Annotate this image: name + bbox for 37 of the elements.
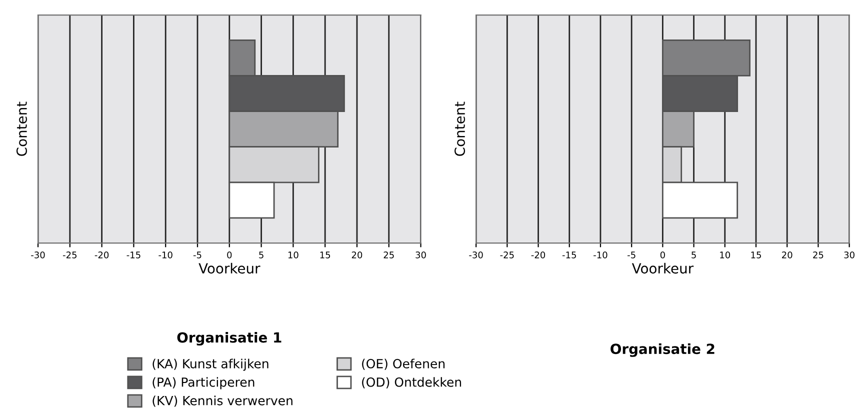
x-tick-label: 0 [660, 252, 665, 258]
x-tick-label: 15 [751, 252, 761, 258]
x-tick-label: -25 [500, 252, 514, 258]
y-axis-title: Content [454, 102, 466, 156]
x-axis-title: Voorkeur [198, 262, 260, 274]
x-tick-label: 15 [320, 252, 330, 258]
x-tick-label: -30 [469, 252, 483, 258]
x-tick-label: 10 [720, 252, 730, 258]
x-tick-label: 30 [416, 252, 426, 258]
text: Organisatie 1 [177, 332, 282, 346]
x-tick-label: 5 [259, 252, 264, 258]
x-tick-label: 0 [227, 252, 232, 258]
y-axis-title: Content [16, 102, 27, 156]
x-tick-label: -15 [126, 252, 140, 258]
x-tick-label: 20 [352, 252, 362, 258]
x-tick-label: -30 [31, 252, 45, 258]
x-tick-label: 10 [288, 252, 298, 258]
x-tick-label: -5 [193, 252, 202, 258]
x-tick-label: -25 [62, 252, 76, 258]
x-axis-title: Voorkeur [632, 262, 694, 274]
x-tick-label: 20 [782, 252, 792, 258]
legend-label: (OE) Oefenen [362, 358, 445, 370]
x-tick-label: -15 [562, 252, 576, 258]
x-tick-label: 5 [692, 252, 696, 258]
legend-label: (KV) Kennis verwerven [152, 396, 292, 407]
x-tick-label: 30 [844, 252, 854, 258]
text: Organisatie 2 [610, 343, 714, 357]
x-tick-label: 25 [813, 252, 824, 258]
x-tick-label: -10 [158, 252, 172, 258]
x-tick-label: -20 [94, 252, 109, 258]
x-tick-label: 25 [384, 252, 394, 258]
legend-label: (KA) Kunst afkijken [152, 358, 268, 371]
x-tick-label: -10 [594, 252, 608, 258]
legend-label: (PA) Participeren [152, 377, 254, 390]
legend-label: (OD) Ontdekken [362, 377, 462, 388]
x-tick-label: -20 [531, 252, 546, 258]
x-tick-label: -5 [628, 252, 636, 258]
